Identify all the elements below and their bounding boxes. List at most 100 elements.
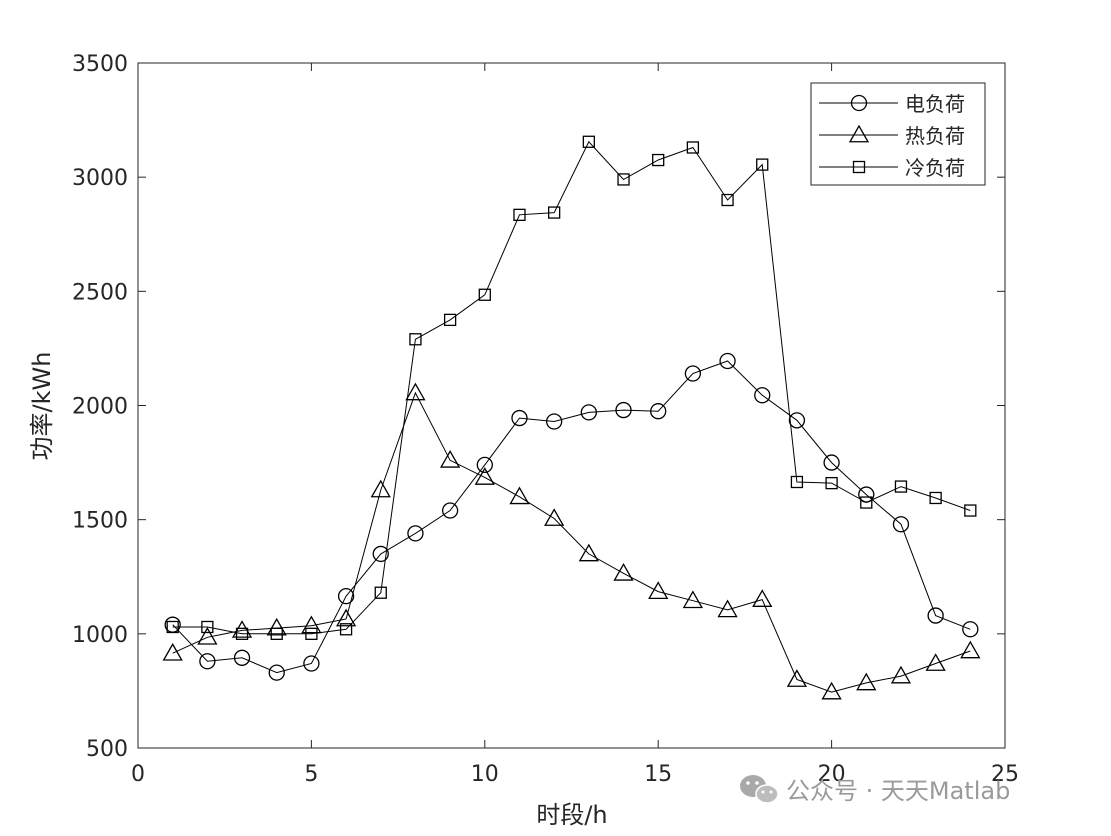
legend-marker [852, 160, 866, 174]
legend-label: 电负荷 [905, 92, 965, 116]
data-point [927, 607, 944, 624]
data-point [337, 588, 355, 605]
data-point [162, 642, 183, 661]
y-tick-label: 2000 [72, 395, 128, 420]
data-point [752, 589, 773, 607]
y-tick-label: 3500 [72, 52, 128, 77]
data-point [231, 620, 253, 638]
data-point [235, 627, 249, 640]
data-point [478, 288, 491, 301]
data-point [166, 620, 179, 634]
y-tick-label: 1500 [72, 509, 128, 534]
data-point [578, 543, 599, 562]
data-point [964, 504, 977, 517]
axes: 0 5 10 15 20 25 500 1000 1500 2000 2500 3000 3500 [72, 52, 1019, 787]
x-tick-label: 25 [991, 762, 1019, 787]
data-point [756, 158, 769, 171]
series-line [172, 391, 971, 693]
data-point [548, 206, 561, 219]
data-point [339, 623, 353, 636]
data-point [268, 664, 285, 681]
x-tick-label: 5 [304, 762, 318, 787]
watermark-text: 公众号 · 天天Matlab [786, 777, 1010, 805]
data-point [201, 620, 214, 634]
data-point [476, 456, 493, 474]
data-point [409, 333, 422, 346]
series-square [166, 135, 977, 640]
series-circle [164, 352, 979, 681]
y-tick-label: 500 [86, 737, 128, 762]
data-point [582, 135, 595, 148]
data-point [474, 467, 495, 485]
data-point [303, 655, 320, 672]
data-point [929, 491, 942, 505]
data-point [546, 413, 563, 430]
data-point [374, 586, 387, 599]
data-point [686, 141, 700, 154]
data-point [925, 653, 946, 671]
data-point [648, 581, 669, 599]
data-point [439, 449, 461, 468]
data-point [305, 627, 318, 640]
series-layer [162, 135, 981, 700]
data-point [513, 208, 526, 221]
data-point [233, 649, 251, 666]
data-point [370, 479, 391, 498]
data-point [825, 476, 838, 490]
data-point [441, 502, 459, 519]
data-point [615, 401, 632, 419]
data-point [652, 153, 665, 167]
x-axis-label: 时段/h [536, 801, 607, 829]
data-point [511, 409, 528, 427]
y-tick-label: 1000 [72, 623, 128, 648]
x-tick-label: 0 [131, 762, 145, 787]
legend-label: 热负荷 [905, 124, 965, 148]
x-tick-label: 15 [644, 762, 672, 787]
data-point [407, 525, 424, 542]
data-point [892, 516, 910, 533]
x-tick-label: 20 [818, 762, 846, 787]
wechat-icon [740, 775, 779, 804]
data-point [266, 617, 287, 636]
y-axis-label: 功率/kWh [28, 352, 56, 461]
data-point [894, 480, 908, 493]
data-point [823, 454, 840, 471]
data-point [721, 193, 734, 207]
data-point [860, 496, 873, 509]
series-line [172, 140, 971, 635]
data-point [786, 669, 808, 687]
data-point [580, 404, 597, 421]
data-point [719, 352, 736, 370]
data-point [717, 599, 738, 618]
data-point [270, 627, 283, 640]
data-point [335, 608, 357, 627]
data-point [405, 382, 426, 401]
legend-marker [848, 124, 870, 143]
data-point [960, 640, 981, 659]
data-point [682, 590, 704, 609]
x-tick-label: 10 [471, 762, 499, 787]
data-point [856, 672, 877, 691]
data-point [372, 545, 389, 563]
data-point [821, 681, 842, 700]
data-point [754, 387, 771, 404]
watermark: 公众号 · 天天Matlab [740, 775, 1010, 805]
data-point [199, 653, 216, 670]
data-point [301, 615, 322, 634]
data-point [509, 486, 530, 505]
legend-label: 冷负荷 [905, 156, 965, 180]
data-point [197, 626, 218, 645]
data-point [790, 475, 804, 489]
data-point [617, 173, 630, 186]
y-tick-label: 2500 [72, 280, 128, 305]
data-point [890, 665, 912, 684]
series-triangle [162, 382, 981, 700]
data-point [613, 563, 634, 581]
data-point [544, 508, 565, 526]
data-point [443, 313, 457, 327]
y-tick-label: 3000 [72, 166, 128, 191]
legend-marker [850, 94, 868, 112]
